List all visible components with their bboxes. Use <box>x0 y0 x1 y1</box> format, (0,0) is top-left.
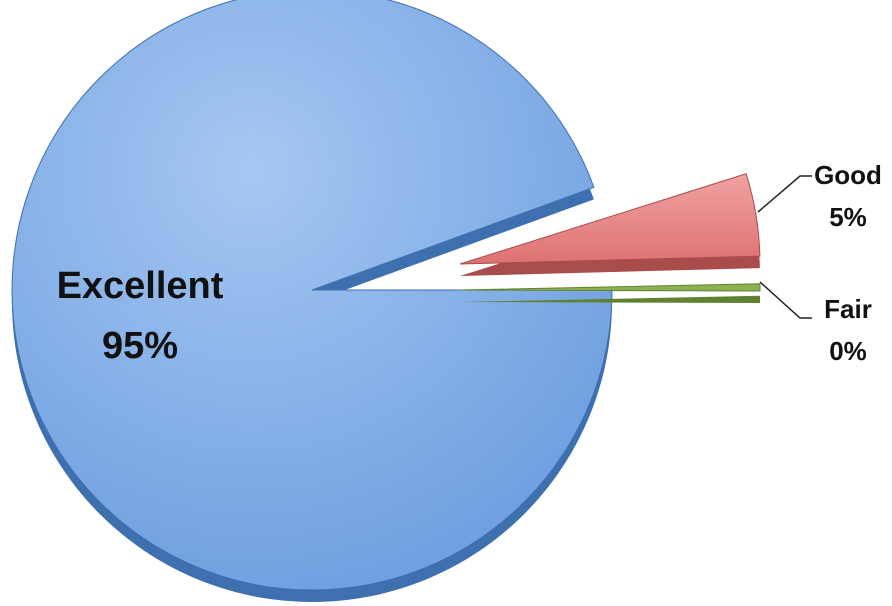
label-fair-pct: 0% <box>829 336 867 366</box>
label-excellent-pct: 95% <box>102 325 178 367</box>
slice-side-fair <box>460 295 761 304</box>
leader-line-good <box>757 175 812 213</box>
slice-good[interactable] <box>459 173 761 265</box>
slice-fair[interactable] <box>459 283 761 292</box>
slice-excellent[interactable] <box>11 0 613 591</box>
label-good-pct: 5% <box>829 202 867 232</box>
label-good-name: Good <box>814 160 882 190</box>
label-fair-name: Fair <box>824 294 872 324</box>
leader-line-fair <box>759 281 812 319</box>
label-excellent-name: Excellent <box>57 265 224 307</box>
